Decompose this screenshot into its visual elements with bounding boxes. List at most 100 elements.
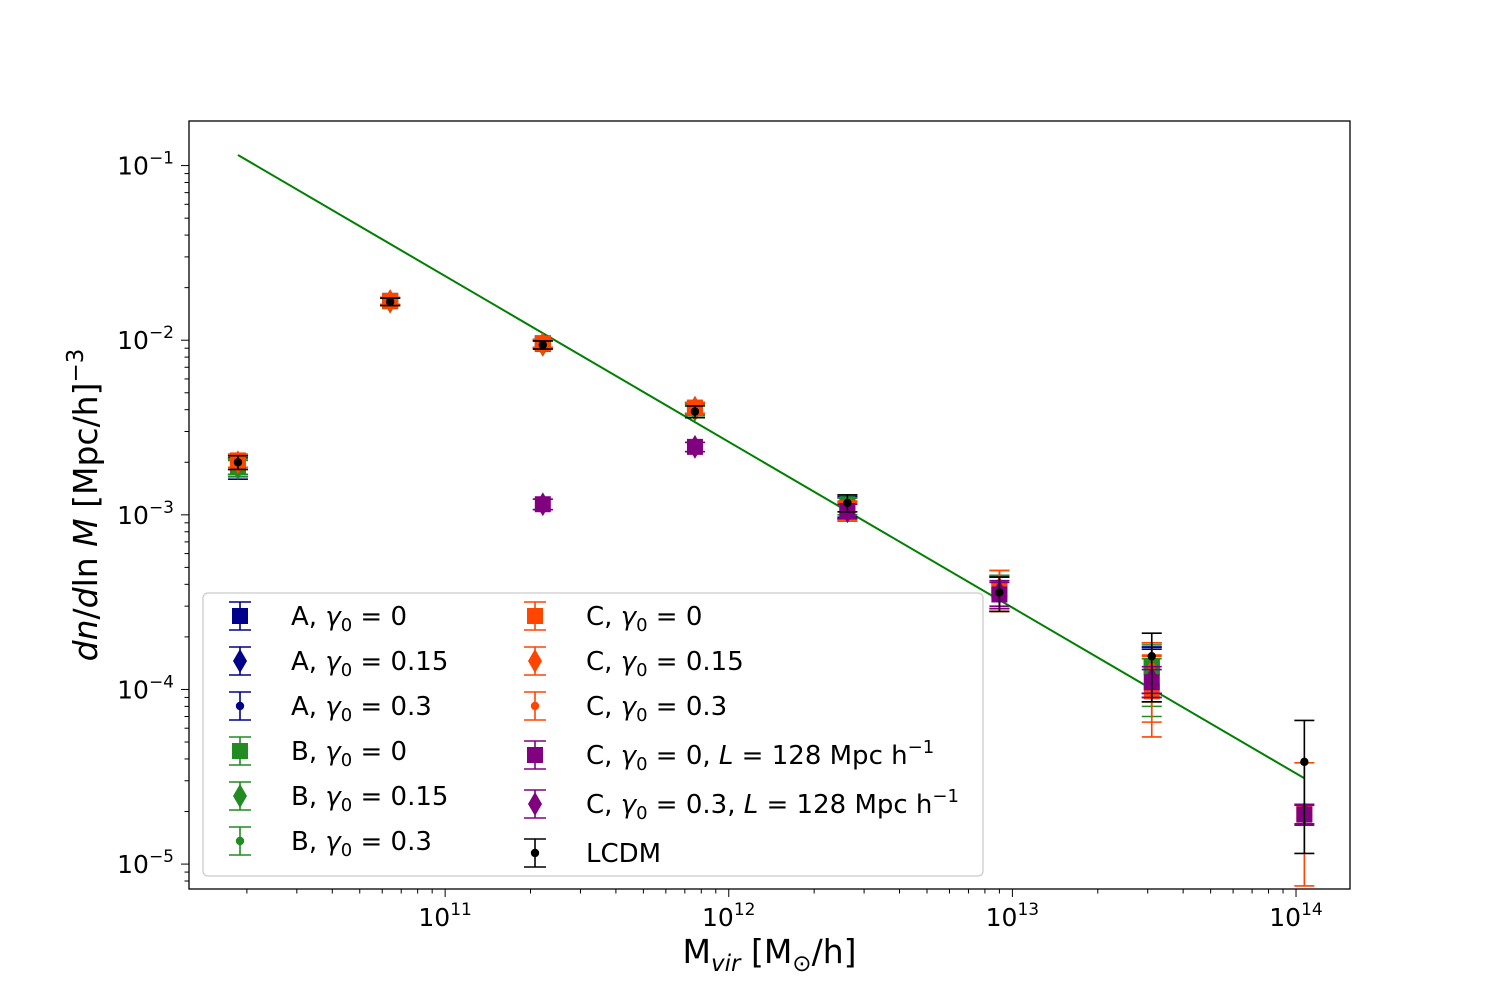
legend-label: C, γ0 = 0, L = 128 Mpc h−1 xyxy=(586,737,934,775)
plot-area xyxy=(227,154,1315,887)
legend-marker xyxy=(530,848,540,858)
legend-label-suffix: = 128 Mpc h xyxy=(758,790,932,820)
y-label-part: dn xyxy=(66,620,105,662)
y-tick-label: 10−2 xyxy=(117,323,174,355)
axes: 1011 1012 1013 101410−110−210−310−410−5Mvir… xyxy=(63,120,1351,977)
data-point xyxy=(843,498,852,508)
legend-entry: A, γ0 = 0.15 xyxy=(229,646,448,681)
legend-entry: B, γ0 = 0.3 xyxy=(229,826,432,861)
x-tick-exponent: 14 xyxy=(1301,900,1323,920)
legend-marker xyxy=(232,608,248,624)
legend-gamma-subscript: 0 xyxy=(341,795,352,816)
y-label-part: ln xyxy=(66,557,105,587)
y-label-part: −3 xyxy=(63,349,89,383)
legend-gamma-symbol: γ xyxy=(621,741,638,771)
y-tick-exponent: −2 xyxy=(149,323,174,343)
legend-label: C, γ0 = 0.15 xyxy=(586,647,744,681)
legend-marker xyxy=(527,747,543,763)
legend-entry: A, γ0 = 0.3 xyxy=(229,691,432,726)
x-label-part: ⊙ xyxy=(792,951,811,977)
legend-gamma-symbol: γ xyxy=(621,692,638,722)
data-point xyxy=(538,340,548,350)
legend-label-suffix: −1 xyxy=(932,786,959,807)
y-tick-base: 10 xyxy=(117,850,149,879)
x-tick-label: 1011 xyxy=(418,900,471,932)
legend-gamma-subscript: 0 xyxy=(341,750,352,771)
y-tick-base: 10 xyxy=(117,675,149,704)
legend-gamma-symbol: γ xyxy=(621,647,638,677)
x-label-part: /h] xyxy=(812,932,857,971)
data-point xyxy=(995,588,1004,597)
legend-label-prefix: C, xyxy=(586,741,621,771)
power-law-fit-line xyxy=(237,154,1305,780)
y-label-part: [Mpc/h] xyxy=(66,383,105,519)
y-label-part: / xyxy=(66,608,105,620)
legend-label-suffix: L xyxy=(744,790,759,820)
legend-label-suffix: , xyxy=(702,741,719,771)
y-tick-base: 10 xyxy=(117,326,149,355)
legend-label: C, γ0 = 0.3, L = 128 Mpc h−1 xyxy=(586,786,959,824)
legend-entry: C, γ0 = 0, L = 128 Mpc h−1 xyxy=(524,737,934,775)
legend-gamma-symbol: γ xyxy=(325,692,342,722)
legend-label-suffix: −1 xyxy=(908,737,935,758)
legend-gamma-value: = 0.15 xyxy=(352,647,448,677)
x-label-part: [M xyxy=(740,932,792,971)
legend-label-prefix: B, xyxy=(291,827,325,857)
x-label-part: M xyxy=(683,932,711,971)
legend-entry: A, γ0 = 0 xyxy=(229,601,407,636)
legend-marker xyxy=(233,784,247,808)
data-point xyxy=(1300,757,1309,767)
y-label-part: M xyxy=(66,518,105,557)
legend-gamma-symbol: γ xyxy=(325,827,342,857)
x-tick-label: 1014 xyxy=(1269,900,1322,932)
legend-gamma-value: = 0 xyxy=(648,602,703,632)
legend-label: B, γ0 = 0.15 xyxy=(291,782,448,816)
legend-gamma-subscript: 0 xyxy=(636,660,647,681)
legend-label-prefix: A, xyxy=(291,647,325,677)
legend-label: B, γ0 = 0.3 xyxy=(291,827,432,861)
legend-label: LCDM xyxy=(586,839,661,869)
legend-label-suffix: = 128 Mpc h xyxy=(733,741,907,771)
x-tick-exponent: 12 xyxy=(734,900,756,920)
legend-label: C, γ0 = 0 xyxy=(586,602,702,636)
legend-label-prefix: C, xyxy=(586,790,621,820)
legend-box xyxy=(202,592,984,877)
legend-gamma-symbol: γ xyxy=(325,647,342,677)
legend-gamma-value: = 0 xyxy=(648,741,703,771)
y-tick-label: 10−5 xyxy=(117,847,174,879)
x-tick-exponent: 13 xyxy=(1017,900,1039,920)
x-tick-label: 1013 xyxy=(986,900,1039,932)
x-tick-base: 10 xyxy=(1269,903,1301,932)
data-point xyxy=(690,407,700,416)
legend-gamma-value: = 0.15 xyxy=(648,647,744,677)
legend-gamma-subscript: 0 xyxy=(636,754,647,775)
legend-marker xyxy=(232,743,248,759)
legend-marker xyxy=(233,649,247,673)
legend-label-prefix: B, xyxy=(291,737,325,767)
x-tick-label: 1012 xyxy=(702,900,755,932)
legend-label: A, γ0 = 0.3 xyxy=(291,692,432,726)
legend-label-prefix: A, xyxy=(291,692,325,722)
data-point xyxy=(535,492,550,517)
legend-entry: C, γ0 = 0.3 xyxy=(524,691,727,726)
legend-gamma-value: = 0.3 xyxy=(648,790,728,820)
legend-label: A, γ0 = 0 xyxy=(291,602,407,636)
y-tick-exponent: −3 xyxy=(149,498,174,518)
legend-gamma-subscript: 0 xyxy=(636,615,647,636)
legend-marker xyxy=(530,701,540,711)
y-label-part: d xyxy=(66,586,105,608)
y-tick-base: 10 xyxy=(117,152,149,181)
y-tick-base: 10 xyxy=(117,501,149,530)
y-tick-label: 10−4 xyxy=(117,672,174,704)
legend-gamma-symbol: γ xyxy=(325,737,342,767)
plot-frame xyxy=(188,120,1351,890)
legend-gamma-symbol: γ xyxy=(621,602,638,632)
legend-marker xyxy=(527,608,543,624)
legend-label-prefix: B, xyxy=(291,782,325,812)
legend-entry: LCDM xyxy=(524,838,661,869)
legend-gamma-value: = 0.3 xyxy=(352,827,432,857)
data-point xyxy=(687,434,702,459)
legend-gamma-subscript: 0 xyxy=(341,615,352,636)
legend-gamma-subscript: 0 xyxy=(341,705,352,726)
y-tick-label: 10−1 xyxy=(117,149,174,181)
